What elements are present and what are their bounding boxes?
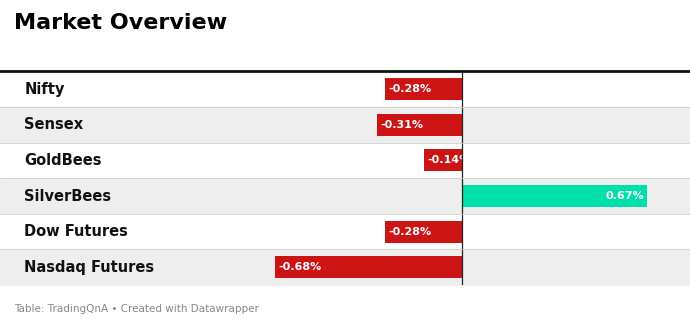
Text: SilverBees: SilverBees: [24, 189, 111, 203]
Bar: [462, 185, 647, 207]
Text: Market Overview: Market Overview: [14, 13, 227, 33]
Text: Nasdaq Futures: Nasdaq Futures: [24, 260, 155, 275]
Text: Dow Futures: Dow Futures: [24, 224, 128, 239]
Text: -0.14%: -0.14%: [427, 156, 470, 165]
Bar: [275, 256, 462, 278]
Text: 0.67%: 0.67%: [605, 191, 644, 201]
Bar: [377, 114, 462, 136]
Bar: [424, 149, 462, 171]
Text: Table: TradingQnA • Created with Datawrapper: Table: TradingQnA • Created with Datawra…: [14, 304, 259, 314]
Text: GoldBees: GoldBees: [24, 153, 101, 168]
Text: -0.31%: -0.31%: [380, 120, 423, 130]
Text: -0.28%: -0.28%: [388, 84, 431, 94]
Text: -0.68%: -0.68%: [278, 262, 321, 272]
Text: -0.28%: -0.28%: [388, 227, 431, 237]
Bar: [385, 78, 462, 100]
Text: Sensex: Sensex: [24, 117, 83, 132]
Text: Nifty: Nifty: [24, 82, 65, 97]
Bar: [385, 221, 462, 243]
